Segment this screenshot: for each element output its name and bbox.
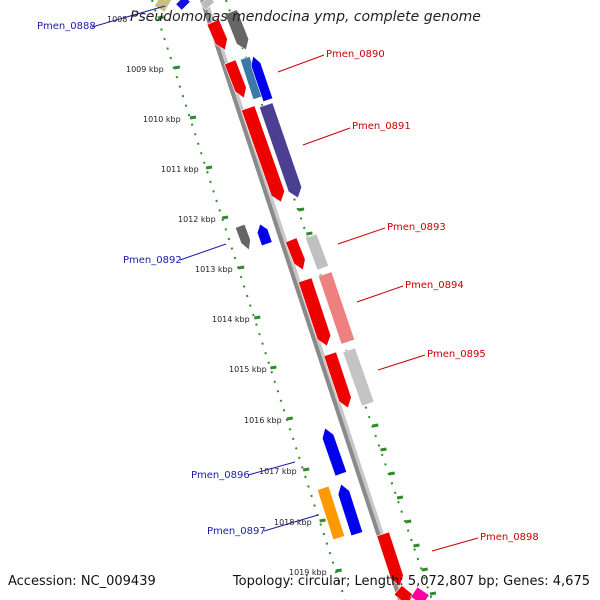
kbp-tick <box>157 15 165 20</box>
gene-leader-line <box>377 354 426 371</box>
kbp-marker: 1016 kbp <box>244 416 282 425</box>
gene-leader-line <box>302 127 351 146</box>
gene-label: Pmen_0888 <box>37 21 96 32</box>
gene-leader-line <box>91 5 166 28</box>
organism-name: Pseudomonas mendocina ymp <box>130 9 345 25</box>
kbp-marker: 1011 kbp <box>161 165 199 174</box>
kbp-marker: 1015 kbp <box>229 365 267 374</box>
gene-leader-line <box>277 54 325 73</box>
gene-arrow <box>285 237 306 271</box>
kbp-tick <box>319 518 326 523</box>
gene-leader-line <box>431 537 479 552</box>
gene-arrow <box>153 0 172 13</box>
ring-tick <box>413 543 420 548</box>
topology-text: Topology: circular; Length: 5,072,807 bp… <box>232 574 590 589</box>
ring-tick <box>404 519 412 524</box>
gene-arrow <box>224 59 247 99</box>
gene-label: Pmen_0892 <box>123 255 182 266</box>
kbp-marker: 1009 kbp <box>126 65 164 74</box>
gene-arrow <box>224 9 250 51</box>
genome-suffix: , complete genome <box>344 9 481 25</box>
gene-arrow <box>256 223 273 247</box>
gene-leader-line <box>356 285 404 303</box>
gene-label: Pmen_0898 <box>480 532 539 543</box>
gene-arrow <box>304 233 330 271</box>
ring-tick <box>388 471 395 476</box>
kbp-marker: 1013 kbp <box>195 265 233 274</box>
kbp-tick <box>221 215 229 220</box>
gene-arrow <box>376 531 404 587</box>
gene-leader-line <box>247 461 296 476</box>
gene-arrow <box>199 0 216 11</box>
ring-tick <box>421 567 428 572</box>
gene-leader-line <box>263 514 319 532</box>
kbp-tick <box>254 315 261 320</box>
accession-text: Accession: NC_009439 <box>8 574 156 589</box>
kbp-tick <box>237 265 245 270</box>
ring-tick <box>297 207 305 212</box>
kbp-marker: 1014 kbp <box>212 315 250 324</box>
gene-arrow <box>317 271 356 345</box>
gene-arrow <box>321 427 348 477</box>
gene-arrow <box>234 223 251 251</box>
gene-label: Pmen_0891 <box>352 121 411 132</box>
kbp-marker: 1017 kbp <box>259 467 297 476</box>
gene-arrow <box>175 0 191 11</box>
gene-arrow <box>323 351 352 409</box>
gene-arrow <box>342 347 375 407</box>
kbp-tick <box>270 365 277 370</box>
ring-tick <box>380 447 387 452</box>
gene-arrow <box>258 102 303 199</box>
gene-label: Pmen_0894 <box>405 280 464 291</box>
gene-arrow <box>297 277 332 347</box>
kbp-tick <box>173 65 181 70</box>
gene-arrow <box>316 485 346 541</box>
gene-label: Pmen_0893 <box>387 222 446 233</box>
kbp-tick <box>286 416 294 421</box>
kbp-tick <box>302 467 310 472</box>
gene-label: Pmen_0895 <box>427 349 486 360</box>
kbp-tick <box>189 115 197 120</box>
gene-label: Pmen_0890 <box>326 49 385 60</box>
kbp-marker: 1012 kbp <box>178 215 216 224</box>
gene-arrow <box>410 586 430 600</box>
ring-tick <box>372 423 379 428</box>
gene-arrow <box>337 483 364 537</box>
gene-label: Pmen_0896 <box>191 470 250 481</box>
ring-tick <box>396 495 404 500</box>
kbp-tick <box>335 568 342 573</box>
kbp-marker: 1010 kbp <box>143 115 181 124</box>
kbp-tick <box>205 165 213 170</box>
genome-title: Pseudomonas mendocina ymp, complete geno… <box>130 9 481 25</box>
kbp-marker: 1019 kbp <box>289 568 327 577</box>
ring-tick <box>429 591 437 596</box>
backbone <box>200 0 402 600</box>
gene-label: Pmen_0897 <box>207 526 266 537</box>
gene-leader-line <box>337 227 386 245</box>
gene-arrow <box>241 105 285 203</box>
gene-arrow <box>250 55 274 102</box>
gene-leader-line <box>179 243 227 261</box>
ring-tick <box>306 231 313 236</box>
gene-arrow <box>206 19 228 51</box>
